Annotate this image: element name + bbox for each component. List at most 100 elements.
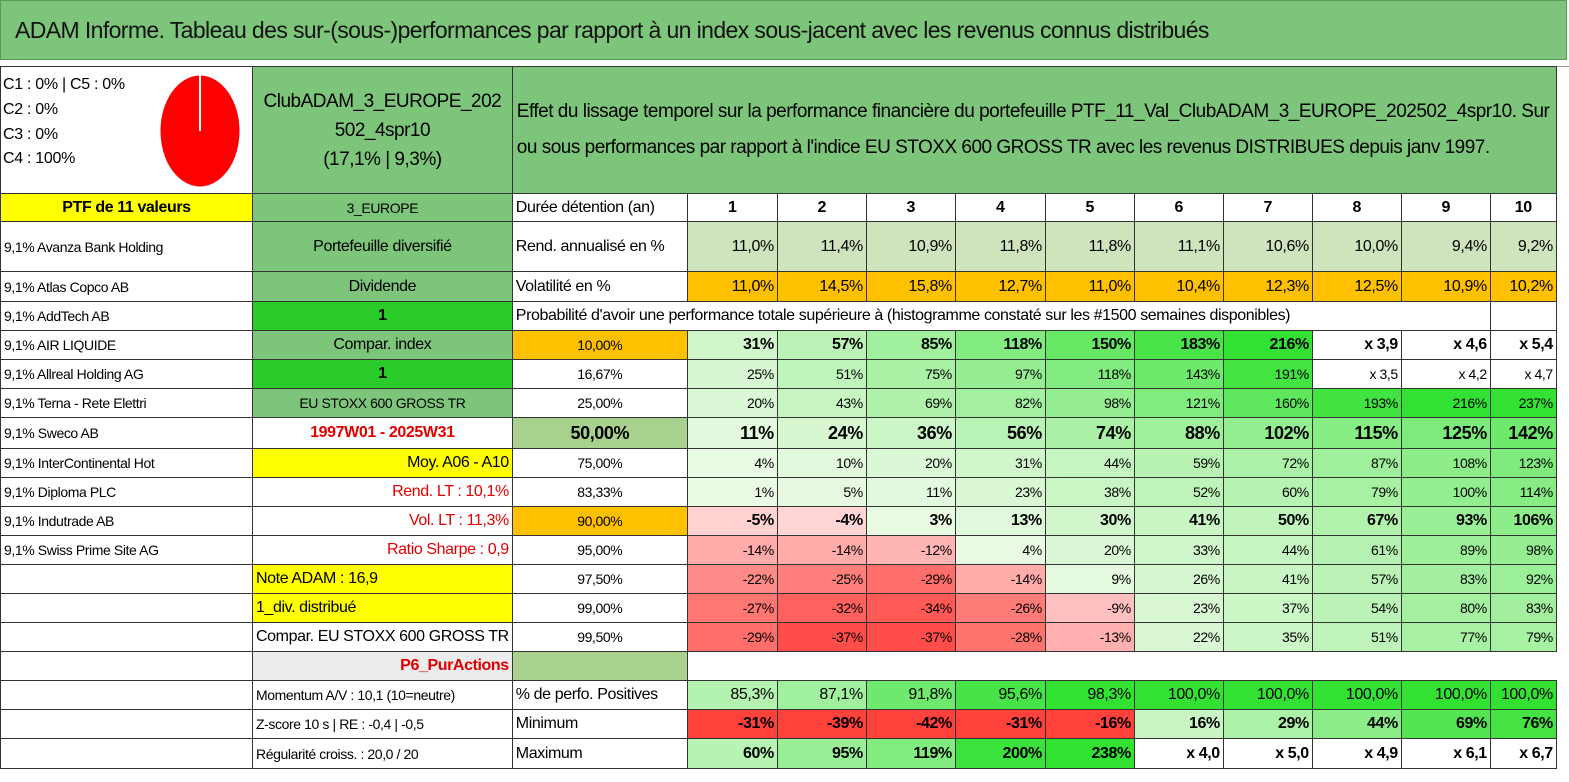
holding-name: 9,1% Atlas Copco AB xyxy=(0,271,253,302)
prob-row: 9,1% Sweco AB 1997W01 - 2025W31 50,00% 11% 2… xyxy=(0,417,1557,449)
probability-value: 44% xyxy=(1044,448,1135,478)
probability-value: 11% xyxy=(865,477,956,507)
probability-value: -22% xyxy=(686,564,778,594)
fund-name-2: 502_4spr10 xyxy=(334,119,431,141)
probability-value: 20% xyxy=(686,388,778,418)
probability-value: -37% xyxy=(865,622,956,652)
minimum-value: 44% xyxy=(1311,709,1402,739)
minimum-value: -31% xyxy=(954,709,1046,739)
maximum-value: x 6,7 xyxy=(1489,738,1557,769)
probability-value: 83% xyxy=(1400,564,1491,594)
probability-value: 22% xyxy=(1133,622,1224,652)
probability-value: 74% xyxy=(1044,417,1135,449)
probability-level: 75,00% xyxy=(511,448,688,478)
probability-value: -4% xyxy=(776,506,867,536)
probability-value: 108% xyxy=(1400,448,1491,478)
probability-value: 125% xyxy=(1400,417,1491,449)
probability-value: 79% xyxy=(1489,622,1557,652)
probability-value: 35% xyxy=(1222,622,1313,652)
p6-row: P6_PurActions xyxy=(0,651,1557,681)
positive-value: 100,0% xyxy=(1311,680,1402,710)
year-header: 3 xyxy=(865,193,956,222)
composition-text: C1 : 0% | C5 : 0% C2 : 0% C3 : 0% C4 : 1… xyxy=(3,73,125,172)
minimum-row: Z-score 10 s | RE : -0,4 | -0,5 Minimum -3… xyxy=(0,709,1557,739)
prob-row: Note ADAM : 16,9 97,50% -22% -25% -29% -14% 9%… xyxy=(0,564,1557,594)
min-label: Minimum xyxy=(511,709,688,739)
holding-name: 9,1% AddTech AB xyxy=(0,301,253,331)
probability-value: 123% xyxy=(1489,448,1557,478)
probability-value: 92% xyxy=(1489,564,1557,594)
probability-value: 193% xyxy=(1311,388,1402,418)
pos-label: % de perfo. Positives xyxy=(511,680,688,710)
year-header: 5 xyxy=(1044,193,1135,222)
probability-value: 118% xyxy=(1044,359,1135,389)
positive-value: 85,3% xyxy=(686,680,778,710)
probability-value: 57% xyxy=(1311,564,1402,594)
probability-value: 115% xyxy=(1311,417,1402,449)
maximum-value: x 4,9 xyxy=(1311,738,1402,769)
vol-value: 14,5% xyxy=(776,271,867,302)
probability-value: x 4,2 xyxy=(1400,359,1491,389)
probability-value: -12% xyxy=(865,535,956,565)
positive-value: 100,0% xyxy=(1489,680,1557,710)
probability-value: 67% xyxy=(1311,506,1402,536)
prob-row: 9,1% Allreal Holding AG 1 16,67% 25% 51% 75% 9… xyxy=(0,359,1557,389)
probability-value: 93% xyxy=(1400,506,1491,536)
probability-value: 89% xyxy=(1400,535,1491,565)
side-div-val: 1 xyxy=(252,301,513,331)
rend-value: 10,9% xyxy=(865,221,956,272)
probability-value: 216% xyxy=(1222,330,1313,360)
minimum-value: 29% xyxy=(1222,709,1313,739)
probability-value: -14% xyxy=(954,564,1046,594)
empty-cell xyxy=(0,680,253,710)
probability-value: x 3,5 xyxy=(1311,359,1402,389)
probability-value: 79% xyxy=(1311,477,1402,507)
side-dividende: Dividende xyxy=(252,271,513,302)
side-moy: Moy. A06 - A10 xyxy=(252,448,513,478)
empty-cell xyxy=(687,652,1556,681)
rend-value: 10,6% xyxy=(1222,221,1313,272)
vol-value: 12,3% xyxy=(1222,271,1313,302)
probability-value: 5% xyxy=(776,477,867,507)
probability-value: 51% xyxy=(776,359,867,389)
probability-value: 23% xyxy=(1133,593,1224,623)
side-compar: Compar. index xyxy=(252,330,513,360)
probability-value: 98% xyxy=(1489,535,1557,565)
holding-name: 9,1% Indutrade AB xyxy=(0,506,253,536)
rend-value: 11,8% xyxy=(954,221,1046,272)
fund-perf: (17,1% | 9,3%) xyxy=(323,148,442,170)
year-header: 10 xyxy=(1489,193,1557,222)
side-p6: P6_PurActions xyxy=(252,651,513,681)
years-row: PTF de 11 valeurs 3_EUROPE Durée détenti… xyxy=(0,193,1557,222)
probability-value: 100% xyxy=(1400,477,1491,507)
positive-value: 100,0% xyxy=(1222,680,1313,710)
probability-value: 13% xyxy=(954,506,1046,536)
probability-level: 25,00% xyxy=(511,388,688,418)
probability-value: 20% xyxy=(1044,535,1135,565)
composition-cell: C1 : 0% | C5 : 0% C2 : 0% C3 : 0% C4 : 1… xyxy=(0,66,253,194)
minimum-value: -16% xyxy=(1044,709,1135,739)
probability-value: -29% xyxy=(686,622,778,652)
probability-value: -5% xyxy=(686,506,778,536)
maximum-value: x 6,1 xyxy=(1400,738,1491,769)
probability-value: -14% xyxy=(776,535,867,565)
holding-name: 9,1% InterContinental Hot xyxy=(0,448,253,478)
prob-row: 9,1% Swiss Prime Site AG Ratio Sharpe : 0… xyxy=(0,535,1557,565)
probability-value: -26% xyxy=(954,593,1046,623)
probability-value: x 4,6 xyxy=(1400,330,1491,360)
probability-value: 51% xyxy=(1311,622,1402,652)
probability-value: 20% xyxy=(865,448,956,478)
vol-value: 10,2% xyxy=(1489,271,1557,302)
description: Effet du lissage temporel sur la perform… xyxy=(511,66,1557,194)
probability-value: 97% xyxy=(954,359,1046,389)
rend-value: 11,1% xyxy=(1133,221,1224,272)
probability-value: 60% xyxy=(1222,477,1313,507)
header-row: C1 : 0% | C5 : 0% C2 : 0% C3 : 0% C4 : 1… xyxy=(0,66,1557,194)
holding-name xyxy=(0,622,253,652)
side-vol-lt: Vol. LT : 11,3% xyxy=(252,506,513,536)
probability-value: 31% xyxy=(686,330,778,360)
holding-name xyxy=(0,593,253,623)
probability-value: -13% xyxy=(1044,622,1135,652)
vol-value: 11,0% xyxy=(686,271,778,302)
minimum-value: -42% xyxy=(865,709,956,739)
